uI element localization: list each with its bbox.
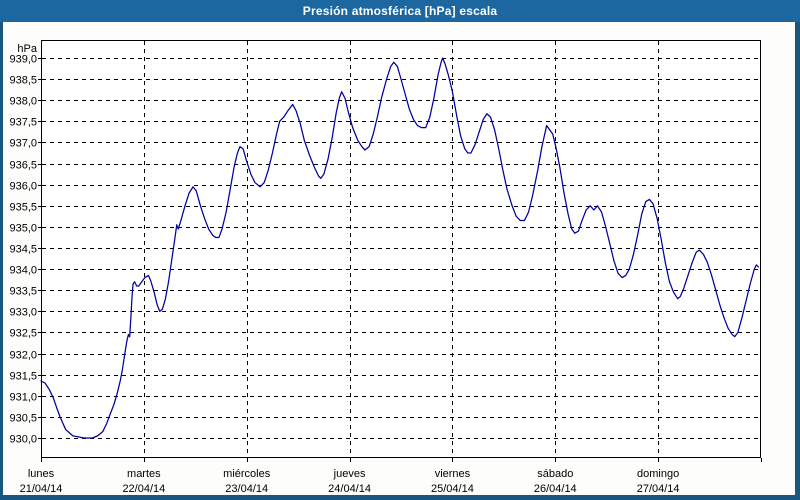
window-border-bottom xyxy=(0,495,800,500)
x-day-date-label: 25/04/14 xyxy=(431,483,474,495)
x-day-date-label: 21/04/14 xyxy=(20,483,63,495)
x-day-name-label: miércoles xyxy=(223,468,271,480)
y-tick-label: 939,0 xyxy=(9,54,37,66)
y-tick-label: 937,0 xyxy=(9,138,37,150)
y-tick-label: 934,0 xyxy=(9,265,37,277)
x-day-date-label: 23/04/14 xyxy=(225,483,268,495)
plot-frame xyxy=(41,40,761,458)
y-tick-label: 930,5 xyxy=(9,413,37,425)
y-tick-label: 938,5 xyxy=(9,75,37,87)
y-tick-label: 931,0 xyxy=(9,392,37,404)
y-tick-label: 935,5 xyxy=(9,202,37,214)
x-day-name-label: domingo xyxy=(637,468,679,480)
plot-area xyxy=(41,40,761,458)
y-tick-label: 937,5 xyxy=(9,117,37,129)
x-day-name-label: jueves xyxy=(333,468,366,480)
y-tick-label: 934,5 xyxy=(9,244,37,256)
y-axis-unit-label: hPa xyxy=(17,43,37,55)
x-day-date-label: 24/04/14 xyxy=(328,483,371,495)
y-tick-label: 931,5 xyxy=(9,371,37,383)
y-tick-label: 932,0 xyxy=(9,350,37,362)
y-tick-label: 936,0 xyxy=(9,181,37,193)
pressure-line xyxy=(40,57,760,439)
x-day-date-label: 22/04/14 xyxy=(122,483,165,495)
x-day-name-label: lunes xyxy=(28,468,55,480)
window-border-right xyxy=(795,22,800,500)
y-tick-label: 935,0 xyxy=(9,223,37,235)
x-day-date-label: 27/04/14 xyxy=(637,483,680,495)
y-tick-label: 933,0 xyxy=(9,307,37,319)
window-title: Presión atmosférica [hPa] escala xyxy=(0,0,800,22)
y-tick-label: 938,0 xyxy=(9,96,37,108)
y-tick-label: 932,5 xyxy=(9,328,37,340)
y-tick-label: 930,0 xyxy=(9,434,37,446)
x-day-name-label: viernes xyxy=(435,468,471,480)
x-day-name-label: martes xyxy=(127,468,161,480)
x-day-name-label: sábado xyxy=(537,468,573,480)
window-border-left xyxy=(0,22,3,500)
y-tick-label: 936,5 xyxy=(9,160,37,172)
x-day-date-label: 26/04/14 xyxy=(534,483,577,495)
y-tick-label: 933,5 xyxy=(9,286,37,298)
